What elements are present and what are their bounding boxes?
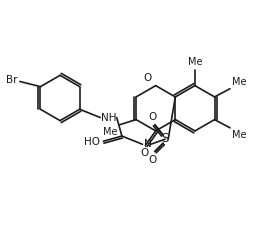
Text: Me: Me [231,130,246,140]
Text: O: O [148,112,156,122]
Text: HO: HO [84,137,100,147]
Text: O: O [140,148,148,158]
Text: Br: Br [6,75,18,86]
Text: NH: NH [101,113,116,123]
Text: O: O [148,154,156,164]
Text: O: O [143,72,151,82]
Text: N: N [143,139,151,149]
Text: Me: Me [187,57,201,67]
Text: S: S [161,132,168,145]
Text: Me: Me [231,77,246,87]
Text: Me: Me [103,127,117,137]
